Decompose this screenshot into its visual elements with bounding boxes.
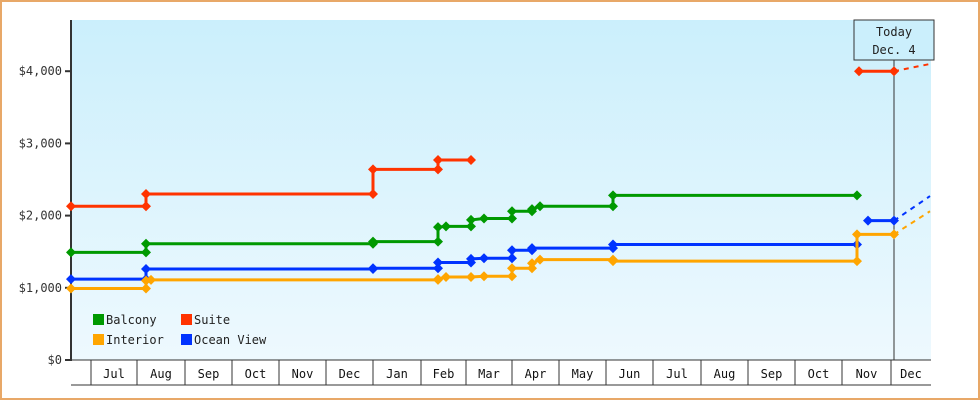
data-point[interactable] — [535, 201, 545, 212]
data-point[interactable] — [141, 264, 151, 275]
data-point[interactable] — [863, 215, 873, 226]
data-point[interactable] — [433, 257, 443, 268]
data-point[interactable] — [368, 263, 378, 274]
data-point[interactable] — [852, 256, 862, 267]
data-point[interactable] — [368, 164, 378, 175]
data-point[interactable] — [852, 190, 862, 201]
x-month-label: Nov — [292, 367, 314, 381]
x-month-label: Jan — [386, 367, 408, 381]
data-point[interactable] — [441, 221, 451, 232]
data-point[interactable] — [368, 188, 378, 199]
today-marker: Today Dec. 4 — [853, 19, 935, 360]
legend-label: Balcony — [106, 313, 157, 327]
today-date: Dec. 4 — [872, 43, 915, 57]
data-point[interactable] — [852, 229, 862, 240]
data-point[interactable] — [433, 274, 443, 285]
data-point[interactable] — [141, 247, 151, 258]
data-point[interactable] — [141, 188, 151, 199]
data-point[interactable] — [141, 201, 151, 212]
x-month-label: Mar — [478, 367, 500, 381]
data-point[interactable] — [507, 245, 517, 256]
data-point[interactable] — [66, 247, 76, 258]
data-point[interactable] — [507, 253, 517, 264]
legend-label: Interior — [106, 333, 164, 347]
data-point[interactable] — [466, 253, 476, 264]
legend: Balcony Suite Interior Ocean View — [93, 313, 267, 347]
y-tick-label: $4,000 — [19, 64, 62, 78]
x-month-label: May — [572, 367, 594, 381]
x-month-label: Sep — [761, 367, 783, 381]
data-point[interactable] — [479, 213, 489, 224]
x-axis: Jul Aug Sep Oct Nov Dec Jan Feb Mar Apr May Jun Jul A… — [71, 359, 931, 386]
data-point[interactable] — [608, 239, 618, 250]
x-month-label: Feb — [433, 367, 455, 381]
data-point[interactable] — [66, 201, 76, 212]
data-point[interactable] — [66, 283, 76, 294]
data-point[interactable] — [527, 243, 537, 254]
data-point[interactable] — [466, 221, 476, 232]
data-point[interactable] — [527, 204, 537, 215]
data-point[interactable] — [479, 253, 489, 264]
interior-projection — [893, 210, 931, 236]
x-month-label: Sep — [198, 367, 220, 381]
x-month-label: Nov — [856, 367, 878, 381]
y-tick-label: $2,000 — [19, 209, 62, 223]
data-point[interactable] — [854, 66, 864, 77]
today-label: Today — [876, 25, 912, 39]
data-point[interactable] — [368, 236, 378, 247]
x-month-label: Dec — [339, 367, 361, 381]
data-point[interactable] — [507, 213, 517, 224]
data-point[interactable] — [433, 164, 443, 175]
data-point[interactable] — [507, 206, 517, 217]
x-month-label: Aug — [150, 367, 172, 381]
data-point[interactable] — [433, 155, 443, 166]
series-layer — [66, 62, 931, 294]
x-month-label: Jun — [619, 367, 641, 381]
data-point[interactable] — [527, 258, 537, 269]
y-tick-label: $3,000 — [19, 136, 62, 150]
data-point[interactable] — [535, 254, 545, 265]
data-point[interactable] — [608, 256, 618, 267]
x-month-label: Jul — [103, 367, 125, 381]
x-month-label: Apr — [525, 367, 547, 381]
data-point[interactable] — [507, 271, 517, 282]
data-point[interactable] — [466, 214, 476, 225]
plot-area — [71, 20, 931, 360]
y-axis: $0 $1,000 $2,000 $3,000 $4,000 — [19, 20, 72, 367]
y-tick-label: $1,000 — [19, 281, 62, 295]
data-point[interactable] — [433, 263, 443, 274]
data-point[interactable] — [608, 201, 618, 212]
data-point[interactable] — [146, 274, 156, 285]
data-point[interactable] — [433, 236, 443, 247]
legend-swatch — [93, 314, 104, 325]
data-point[interactable] — [608, 190, 618, 201]
data-point[interactable] — [66, 274, 76, 285]
suite-projection — [893, 62, 931, 73]
x-month-label: Oct — [245, 367, 267, 381]
x-month-label: Jul — [666, 367, 688, 381]
data-point[interactable] — [466, 271, 476, 282]
data-point[interactable] — [433, 222, 443, 233]
legend-swatch — [181, 314, 192, 325]
legend-label: Ocean View — [194, 333, 267, 347]
ocean-view-projection — [893, 195, 931, 222]
legend-label: Suite — [194, 313, 230, 327]
legend-swatch — [181, 334, 192, 345]
data-point[interactable] — [479, 271, 489, 282]
x-month-label: Oct — [808, 367, 830, 381]
data-point[interactable] — [507, 263, 517, 274]
data-point[interactable] — [466, 155, 476, 166]
legend-swatch — [93, 334, 104, 345]
data-point[interactable] — [141, 283, 151, 294]
data-point[interactable] — [527, 263, 537, 274]
y-tick-label: $0 — [48, 353, 62, 367]
data-point[interactable] — [441, 271, 451, 282]
x-month-label: Aug — [714, 367, 736, 381]
data-point[interactable] — [141, 238, 151, 249]
x-month-label: Dec — [900, 367, 922, 381]
